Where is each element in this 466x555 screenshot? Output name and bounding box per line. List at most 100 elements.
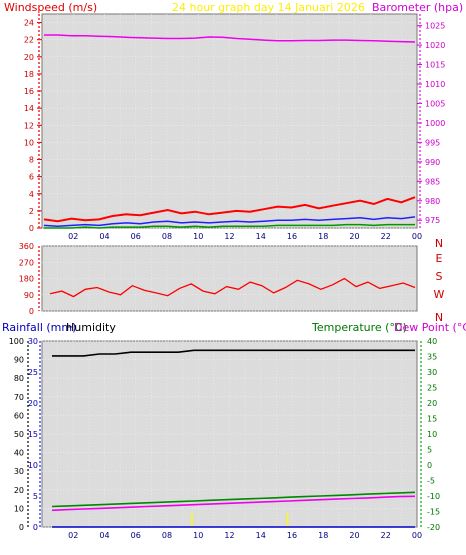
rain-x-tick-label: 22: [381, 531, 391, 540]
baro-tick-label: 1020: [425, 41, 445, 50]
winddir-tick-label: 270: [19, 258, 34, 267]
wind-tick-label: 10: [24, 138, 34, 147]
rainfall-tick-label: 20: [28, 399, 38, 408]
rain-x-tick-label: 06: [131, 531, 141, 540]
temperature-tick-label: 5: [427, 446, 432, 455]
rain-series-temperature: [51, 491, 416, 508]
temperature-axis-title: Temperature (°C): [312, 321, 407, 334]
baro-tick-label: 985: [425, 177, 440, 186]
wind-tick-label: 18: [24, 70, 34, 79]
wind-x-tick-label: 02: [68, 232, 78, 241]
humidity-tick-label: 0: [19, 523, 24, 532]
winddir-series: [49, 277, 416, 298]
wind-x-tick-label: 22: [381, 232, 391, 241]
dewpoint-axis-title: Dew Point (°C): [394, 321, 466, 334]
wind-tick-label: 6: [29, 173, 34, 182]
rainfall-tick-label: 25: [28, 368, 38, 377]
winddir-tick-label: 180: [19, 275, 34, 284]
wind-series-wind_green: [44, 223, 415, 229]
rainfall-axis-title: Rainfall (mm): [2, 321, 77, 334]
wind-series-gust_avg: [43, 216, 416, 228]
graph-title: 24 hour graph day 14 Januari 2026: [172, 1, 365, 14]
compass-label: S: [436, 270, 443, 283]
wind-tick-label: 12: [24, 121, 34, 130]
compass-label: N: [435, 237, 443, 250]
rainfall-tick-label: 5: [33, 492, 38, 501]
rain-x-tick-label: 00: [412, 531, 422, 540]
temperature-tick-label: -5: [427, 477, 435, 486]
compass-label: E: [436, 252, 443, 265]
rainfall-tick-label: 30: [28, 337, 38, 346]
baro-tick-label: 1025: [425, 22, 445, 31]
rain-x-tick-label: 16: [287, 531, 297, 540]
wind-x-tick-label: 08: [162, 232, 172, 241]
compass-label: W: [434, 288, 445, 301]
humidity-tick-label: 20: [14, 486, 24, 495]
temperature-tick-label: 10: [427, 430, 437, 439]
wind-x-tick-label: 20: [349, 232, 359, 241]
wind-tick-label: 8: [29, 156, 34, 165]
temperature-tick-label: 25: [427, 384, 437, 393]
temperature-tick-label: -10: [427, 492, 440, 501]
humidity-tick-label: 10: [14, 504, 24, 513]
humidity-tick-label: 100: [9, 337, 24, 346]
rainfall-tick-label: 10: [28, 461, 38, 470]
wind-x-tick-label: 16: [287, 232, 297, 241]
winddir-tick-label: 360: [19, 242, 34, 251]
humidity-tick-label: 40: [14, 449, 24, 458]
wind-tick-label: 0: [29, 224, 34, 233]
winddir-tick-label: 0: [29, 307, 34, 316]
temperature-tick-label: 20: [427, 399, 437, 408]
compass-label: N: [435, 311, 443, 324]
baro-tick-label: 1010: [425, 80, 445, 89]
rain-x-tick-label: 08: [162, 531, 172, 540]
temperature-tick-label: 35: [427, 353, 437, 362]
wind-x-tick-label: 00: [412, 232, 422, 241]
baro-tick-label: 995: [425, 138, 440, 147]
wind-x-tick-label: 06: [131, 232, 141, 241]
rain-series-dewpoint: [51, 495, 416, 512]
wind-x-tick-label: 14: [256, 232, 266, 241]
temperature-tick-label: 15: [427, 415, 437, 424]
wind-tick-label: 16: [24, 87, 34, 96]
wind-plot-area: [41, 13, 418, 229]
rainfall-tick-label: 0: [33, 523, 38, 532]
rain-series-humidity: [52, 349, 415, 357]
wind-tick-label: 2: [29, 207, 34, 216]
baro-tick-label: 975: [425, 216, 440, 225]
temperature-tick-label: -15: [427, 508, 440, 517]
rainfall-tick-label: 15: [28, 430, 38, 439]
humidity-tick-label: 50: [14, 430, 24, 439]
windspeed-axis-title: Windspeed (m/s): [4, 1, 98, 14]
baro-tick-label: 990: [425, 158, 440, 167]
rain-x-tick-label: 18: [318, 531, 328, 540]
wind-x-tick-label: 10: [193, 232, 203, 241]
temperature-tick-label: 0: [427, 461, 432, 470]
rain-x-tick-label: 02: [68, 531, 78, 540]
baro-tick-label: 1005: [425, 99, 445, 108]
humidity-tick-label: 60: [14, 411, 24, 420]
wind-series-wind: [43, 196, 416, 223]
wind-series-barometer: [44, 34, 416, 43]
baro-tick-label: 1015: [425, 61, 445, 70]
baro-tick-label: 980: [425, 197, 440, 206]
rain-x-tick-label: 10: [193, 531, 203, 540]
rain-x-tick-label: 04: [99, 531, 109, 540]
rain-x-tick-label: 14: [256, 531, 266, 540]
wind-tick-label: 14: [24, 104, 34, 113]
humidity-axis-title: Humidity: [66, 321, 116, 334]
temperature-tick-label: 30: [427, 368, 437, 377]
humidity-tick-label: 80: [14, 374, 24, 383]
rain-x-tick-label: 20: [349, 531, 359, 540]
rain-x-tick-label: 12: [224, 531, 234, 540]
winddir-tick-label: 90: [24, 291, 34, 300]
wind-tick-label: 4: [29, 190, 34, 199]
baro-tick-label: 1000: [425, 119, 445, 128]
humidity-tick-label: 90: [14, 356, 24, 365]
wind-tick-label: 20: [24, 53, 34, 62]
temperature-tick-label: -20: [427, 523, 440, 532]
wind-x-tick-label: 04: [99, 232, 109, 241]
temperature-tick-label: 40: [427, 337, 437, 346]
